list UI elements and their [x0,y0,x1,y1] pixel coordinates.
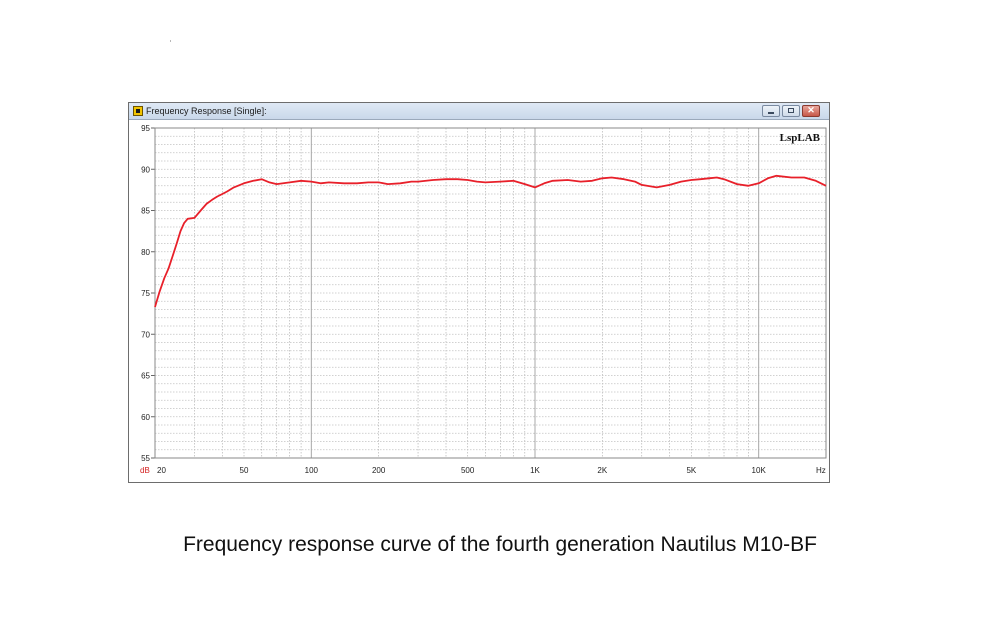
y-tick-label: 95 [141,124,150,133]
frequency-response-chart: 55 60 65 70 75 80 85 90 95 20 50 100 200 500 1K 2K 5K 10… [129,120,829,482]
window-titlebar[interactable]: Frequency Response [Single]: ✕ [129,103,829,120]
y-tick-label: 70 [141,330,150,339]
x-tick-label: 20 [157,466,166,475]
x-tick-label: 1K [530,466,540,475]
frequency-response-window: Frequency Response [Single]: ✕ 55 60 65 70 7… [128,102,830,483]
x-tick-label: 100 [305,466,319,475]
response-curve-line [154,174,827,308]
y-tick-label: 55 [141,454,150,463]
maximize-button[interactable] [782,105,800,117]
y-tick-label: 65 [141,372,150,381]
y-tick-label: 90 [141,165,150,174]
y-axis-label: dB [140,466,150,475]
y-tick-label: 85 [141,207,150,216]
window-title: Frequency Response [Single]: [146,106,267,116]
x-tick-label: 10K [752,466,767,475]
lsplab-brand-label: LspLAB [780,132,821,144]
x-tick-label: 500 [461,466,475,475]
y-tick-label: 75 [141,289,150,298]
x-axis-ticks: 20 50 100 200 500 1K 2K 5K 10K [157,466,766,475]
figure-caption: Frequency response curve of the fourth g… [183,533,817,556]
x-axis-label: Hz [816,466,826,475]
speck-mark [170,40,171,42]
maximize-icon [788,108,794,113]
plot-frame [154,127,827,459]
x-tick-label: 5K [686,466,696,475]
x-tick-label: 50 [240,466,249,475]
minimize-icon [768,112,774,114]
close-icon: ✕ [807,105,815,115]
y-axis-ticks: 55 60 65 70 75 80 85 90 95 [141,124,155,463]
y-tick-label: 60 [141,413,150,422]
x-tick-label: 2K [597,466,607,475]
close-button[interactable]: ✕ [802,105,820,117]
speaker-app-icon [133,106,143,116]
x-tick-label: 200 [372,466,386,475]
y-tick-label: 80 [141,248,150,257]
minimize-button[interactable] [762,105,780,117]
